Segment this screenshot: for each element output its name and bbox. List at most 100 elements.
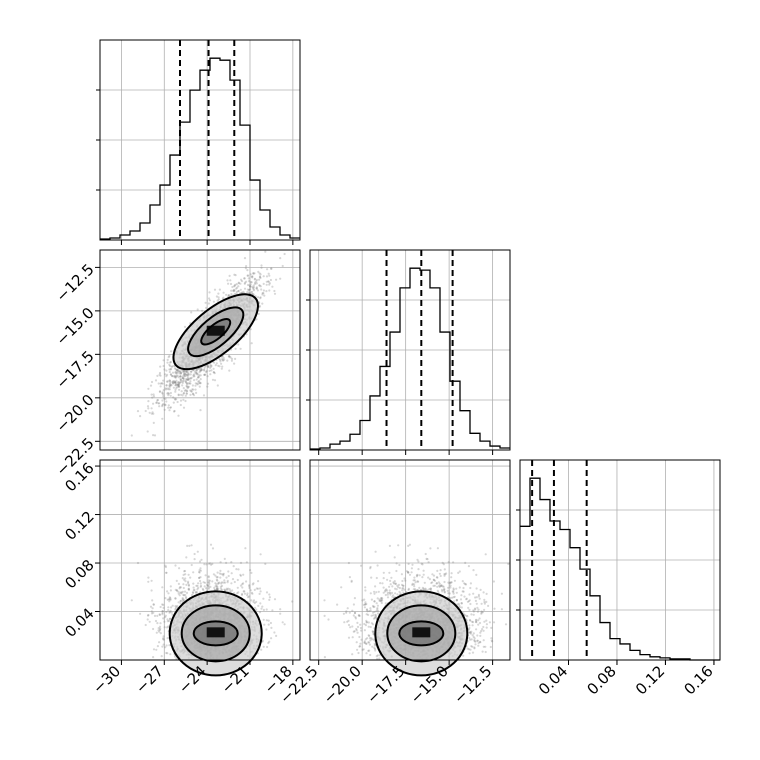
sample-point — [264, 562, 267, 566]
sample-point — [214, 585, 217, 588]
sample-point — [243, 281, 247, 284]
sample-point — [225, 293, 228, 296]
sample-point — [482, 591, 485, 594]
sample-point — [198, 371, 201, 374]
sample-point — [203, 581, 207, 584]
sample-point — [268, 274, 271, 277]
sample-point — [381, 597, 384, 600]
sample-point — [168, 370, 171, 374]
sample-point — [157, 382, 160, 385]
sample-point — [166, 361, 169, 364]
sample-point — [175, 579, 178, 583]
sample-point — [210, 563, 213, 566]
sample-point — [472, 613, 475, 616]
sample-point — [169, 589, 172, 592]
sample-point — [165, 380, 169, 383]
sample-point — [352, 603, 355, 606]
sample-point — [158, 641, 161, 644]
sample-point — [146, 430, 149, 433]
sample-point — [209, 364, 212, 367]
sample-point — [199, 369, 202, 372]
sample-point — [176, 370, 179, 373]
sample-point — [262, 645, 265, 648]
hist-panel-1 — [306, 249, 511, 455]
sample-point — [182, 387, 185, 390]
sample-point — [173, 397, 176, 400]
sample-point — [412, 579, 415, 582]
sample-point — [219, 576, 222, 579]
sample-point — [168, 364, 172, 367]
sample-point — [218, 581, 221, 584]
sample-point — [414, 581, 417, 584]
sample-point — [404, 579, 407, 582]
sample-point — [210, 369, 213, 372]
sample-point — [169, 380, 172, 383]
sample-point — [378, 598, 381, 601]
sample-point — [275, 634, 278, 638]
sample-point — [235, 292, 238, 295]
sample-point — [371, 604, 375, 608]
sample-point — [169, 384, 172, 388]
contour-line — [180, 604, 251, 663]
sample-point — [185, 381, 188, 384]
sample-point — [158, 613, 161, 616]
sample-point — [245, 280, 248, 283]
sample-point — [273, 289, 276, 293]
sample-point — [192, 586, 195, 589]
sample-point — [148, 620, 151, 623]
sample-point — [230, 289, 233, 292]
sample-point — [347, 636, 351, 639]
sample-point — [168, 368, 171, 371]
sample-point — [463, 595, 466, 598]
sample-point — [380, 596, 383, 600]
sample-point — [155, 631, 158, 634]
sample-point — [179, 370, 182, 373]
sample-point — [220, 588, 223, 592]
sample-point — [258, 272, 261, 275]
sample-point — [424, 552, 427, 556]
sample-point — [233, 580, 236, 584]
sample-point — [402, 584, 405, 587]
sample-point — [157, 402, 160, 405]
sample-point — [161, 645, 164, 648]
sample-point — [178, 388, 181, 391]
sample-point — [174, 375, 177, 379]
sample-point — [340, 586, 343, 589]
sample-point — [189, 393, 192, 396]
sample-point — [213, 372, 216, 375]
sample-point — [251, 592, 254, 595]
sample-point — [246, 283, 250, 287]
sample-point — [163, 626, 166, 629]
sample-point — [185, 370, 189, 373]
sample-point — [152, 611, 155, 614]
sample-point — [167, 592, 170, 595]
sample-point — [251, 286, 255, 289]
sample-point — [168, 600, 171, 603]
sample-point — [199, 567, 202, 570]
sample-point — [162, 379, 165, 382]
sample-point — [182, 379, 185, 382]
sample-point — [265, 628, 268, 631]
sample-point — [423, 581, 426, 584]
sample-point — [268, 598, 271, 602]
sample-point — [482, 645, 485, 648]
sample-point — [188, 544, 191, 548]
sample-point — [480, 612, 483, 615]
sample-point — [198, 569, 201, 572]
sample-point — [178, 594, 181, 597]
sample-point — [261, 605, 264, 608]
sample-point — [199, 579, 202, 583]
sample-point — [183, 373, 186, 377]
sample-point — [243, 277, 246, 280]
sample-point — [162, 637, 165, 640]
sample-point — [146, 614, 150, 617]
sample-point — [246, 274, 249, 277]
sample-point — [179, 379, 182, 382]
sample-point — [165, 400, 168, 403]
sample-point — [169, 383, 172, 386]
sample-point — [217, 292, 220, 295]
sample-point — [199, 585, 202, 588]
sample-point — [219, 587, 223, 590]
sample-point — [164, 373, 167, 376]
sample-point — [199, 569, 202, 572]
